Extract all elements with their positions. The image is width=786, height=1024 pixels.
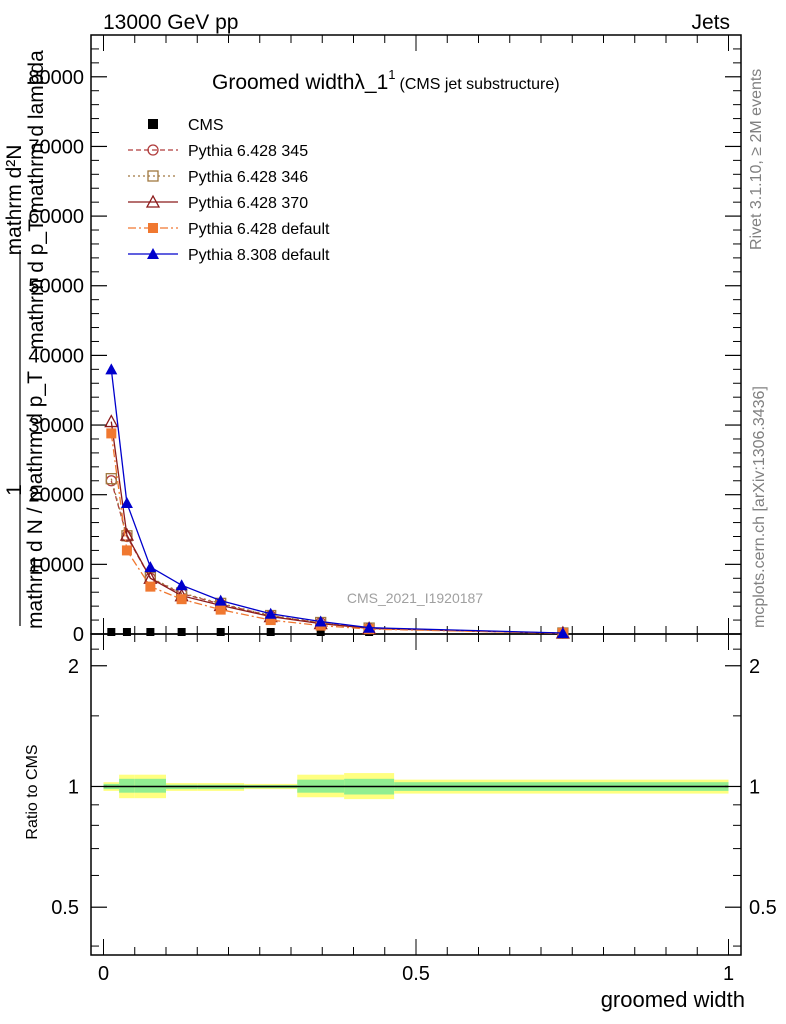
data-point <box>119 527 135 541</box>
series-line <box>110 478 563 634</box>
series-3 <box>104 414 570 639</box>
data-point <box>264 607 277 619</box>
data-point <box>314 615 327 627</box>
ratio-y-tick-label-right: 1 <box>749 776 760 798</box>
series-4 <box>106 428 568 638</box>
data-point <box>120 497 133 509</box>
data-point <box>265 615 276 626</box>
legend-label: Pythia 6.428 default <box>188 221 330 238</box>
legend-label: Pythia 6.428 345 <box>188 143 308 160</box>
legend-label: Pythia 6.428 346 <box>188 169 308 186</box>
data-point <box>175 579 188 591</box>
data-point <box>147 248 159 259</box>
chart-subtitle: (CMS jet substructure) <box>400 76 560 93</box>
legend-label: CMS <box>188 117 224 134</box>
x-tick-label: 1 <box>723 963 734 985</box>
y-tick-label: 20000 <box>28 485 84 507</box>
ratio-axes: 0.5 0.5 1 1 2 2 <box>51 648 777 947</box>
category-label: Jets <box>691 11 730 34</box>
x-tick-label: 0 <box>98 963 109 985</box>
data-point <box>104 414 119 428</box>
data-point <box>316 628 325 636</box>
data-point <box>121 545 132 556</box>
data-point <box>363 621 376 633</box>
analysis-watermark: CMS_2021_I1920187 <box>347 590 483 606</box>
data-point <box>216 628 225 636</box>
data-point <box>105 363 118 375</box>
data-point <box>147 144 159 156</box>
data-point <box>177 628 186 636</box>
x-tick-label: 0.5 <box>402 963 430 985</box>
series-layer <box>104 363 570 639</box>
data-point <box>214 594 227 606</box>
data-point <box>105 473 117 485</box>
y-tick-label: 60000 <box>28 206 84 228</box>
ratio-y-tick-label-right: 2 <box>749 656 760 678</box>
series-2 <box>105 473 569 639</box>
legend-entry: Pythia 6.428 345 <box>128 143 308 160</box>
y-axis-label-numerator-1: mathrm d²N <box>3 145 26 256</box>
data-point <box>106 428 117 439</box>
data-point <box>266 628 275 636</box>
ratio-panel-frame <box>90 633 742 956</box>
y-axis-label-denominator: mathrm d N / mathrm d p_T <box>24 371 47 629</box>
chart-title: Groomed widthλ_11 (CMS jet substructure) <box>212 67 560 94</box>
chart-title-superscript: 1 <box>388 67 395 82</box>
data-point <box>146 628 155 636</box>
data-point <box>144 561 157 573</box>
data-point <box>122 628 131 636</box>
legend-entry: CMS <box>148 117 224 134</box>
data-point <box>556 626 569 638</box>
data-point <box>107 628 116 636</box>
ratio-y-tick-label: 0.5 <box>51 897 79 919</box>
ratio-y-tick-label: 2 <box>68 656 79 678</box>
series-1 <box>105 475 569 639</box>
data-point <box>145 194 161 208</box>
ratio-y-tick-label: 1 <box>68 776 79 798</box>
y-tick-label: 70000 <box>28 136 84 158</box>
y-tick-label: 30000 <box>28 415 84 437</box>
y-tick-label: 0 <box>73 624 84 646</box>
data-point <box>215 604 226 615</box>
y-axis-label-numerator-2: mathrm d p_T mathrm d lambda <box>25 50 48 350</box>
x-axis-label: groomed width <box>601 987 745 1012</box>
series-line <box>110 480 563 634</box>
y-tick-label: 50000 <box>28 276 84 298</box>
legend-label: Pythia 6.428 370 <box>188 195 308 212</box>
y-tick-label: 80000 <box>28 67 84 89</box>
ratio-y-tick-label-right: 0.5 <box>749 897 777 919</box>
legend: CMS Pythia 6.428 345 Pythia 6.428 346 Pythi… <box>128 117 330 264</box>
mcplots-source-label: mcplots.cern.ch [arXiv:1306.3436] <box>751 386 768 628</box>
data-point <box>148 119 158 129</box>
legend-label: Pythia 8.308 default <box>188 247 330 264</box>
data-point <box>176 594 187 605</box>
legend-entry: Pythia 6.428 default <box>128 221 330 238</box>
main-axes: 0 10000 20000 30000 40000 50000 60000 70000 8000… <box>28 35 741 985</box>
legend-entry: Pythia 8.308 default <box>128 247 330 264</box>
rivet-version-label: Rivet 3.1.10, ≥ 2M events <box>748 69 765 250</box>
energy-label: 13000 GeV pp <box>103 11 238 34</box>
y-axis-label: 1 mathrm d N / mathrm d p_T mathrm d²N m… <box>3 50 48 629</box>
data-point <box>145 581 156 592</box>
y-axis-label-one: 1 <box>3 484 26 496</box>
y-tick-label: 10000 <box>28 554 84 576</box>
data-point <box>148 223 158 233</box>
ratio-y-label: Ratio to CMS <box>24 744 41 839</box>
data-point <box>147 170 159 182</box>
chart-title-main: Groomed widthλ_1 <box>212 71 388 94</box>
series-5 <box>105 363 569 638</box>
legend-entry: Pythia 6.428 346 <box>128 169 308 186</box>
legend-entry: Pythia 6.428 370 <box>128 194 308 212</box>
y-tick-label: 40000 <box>28 345 84 367</box>
